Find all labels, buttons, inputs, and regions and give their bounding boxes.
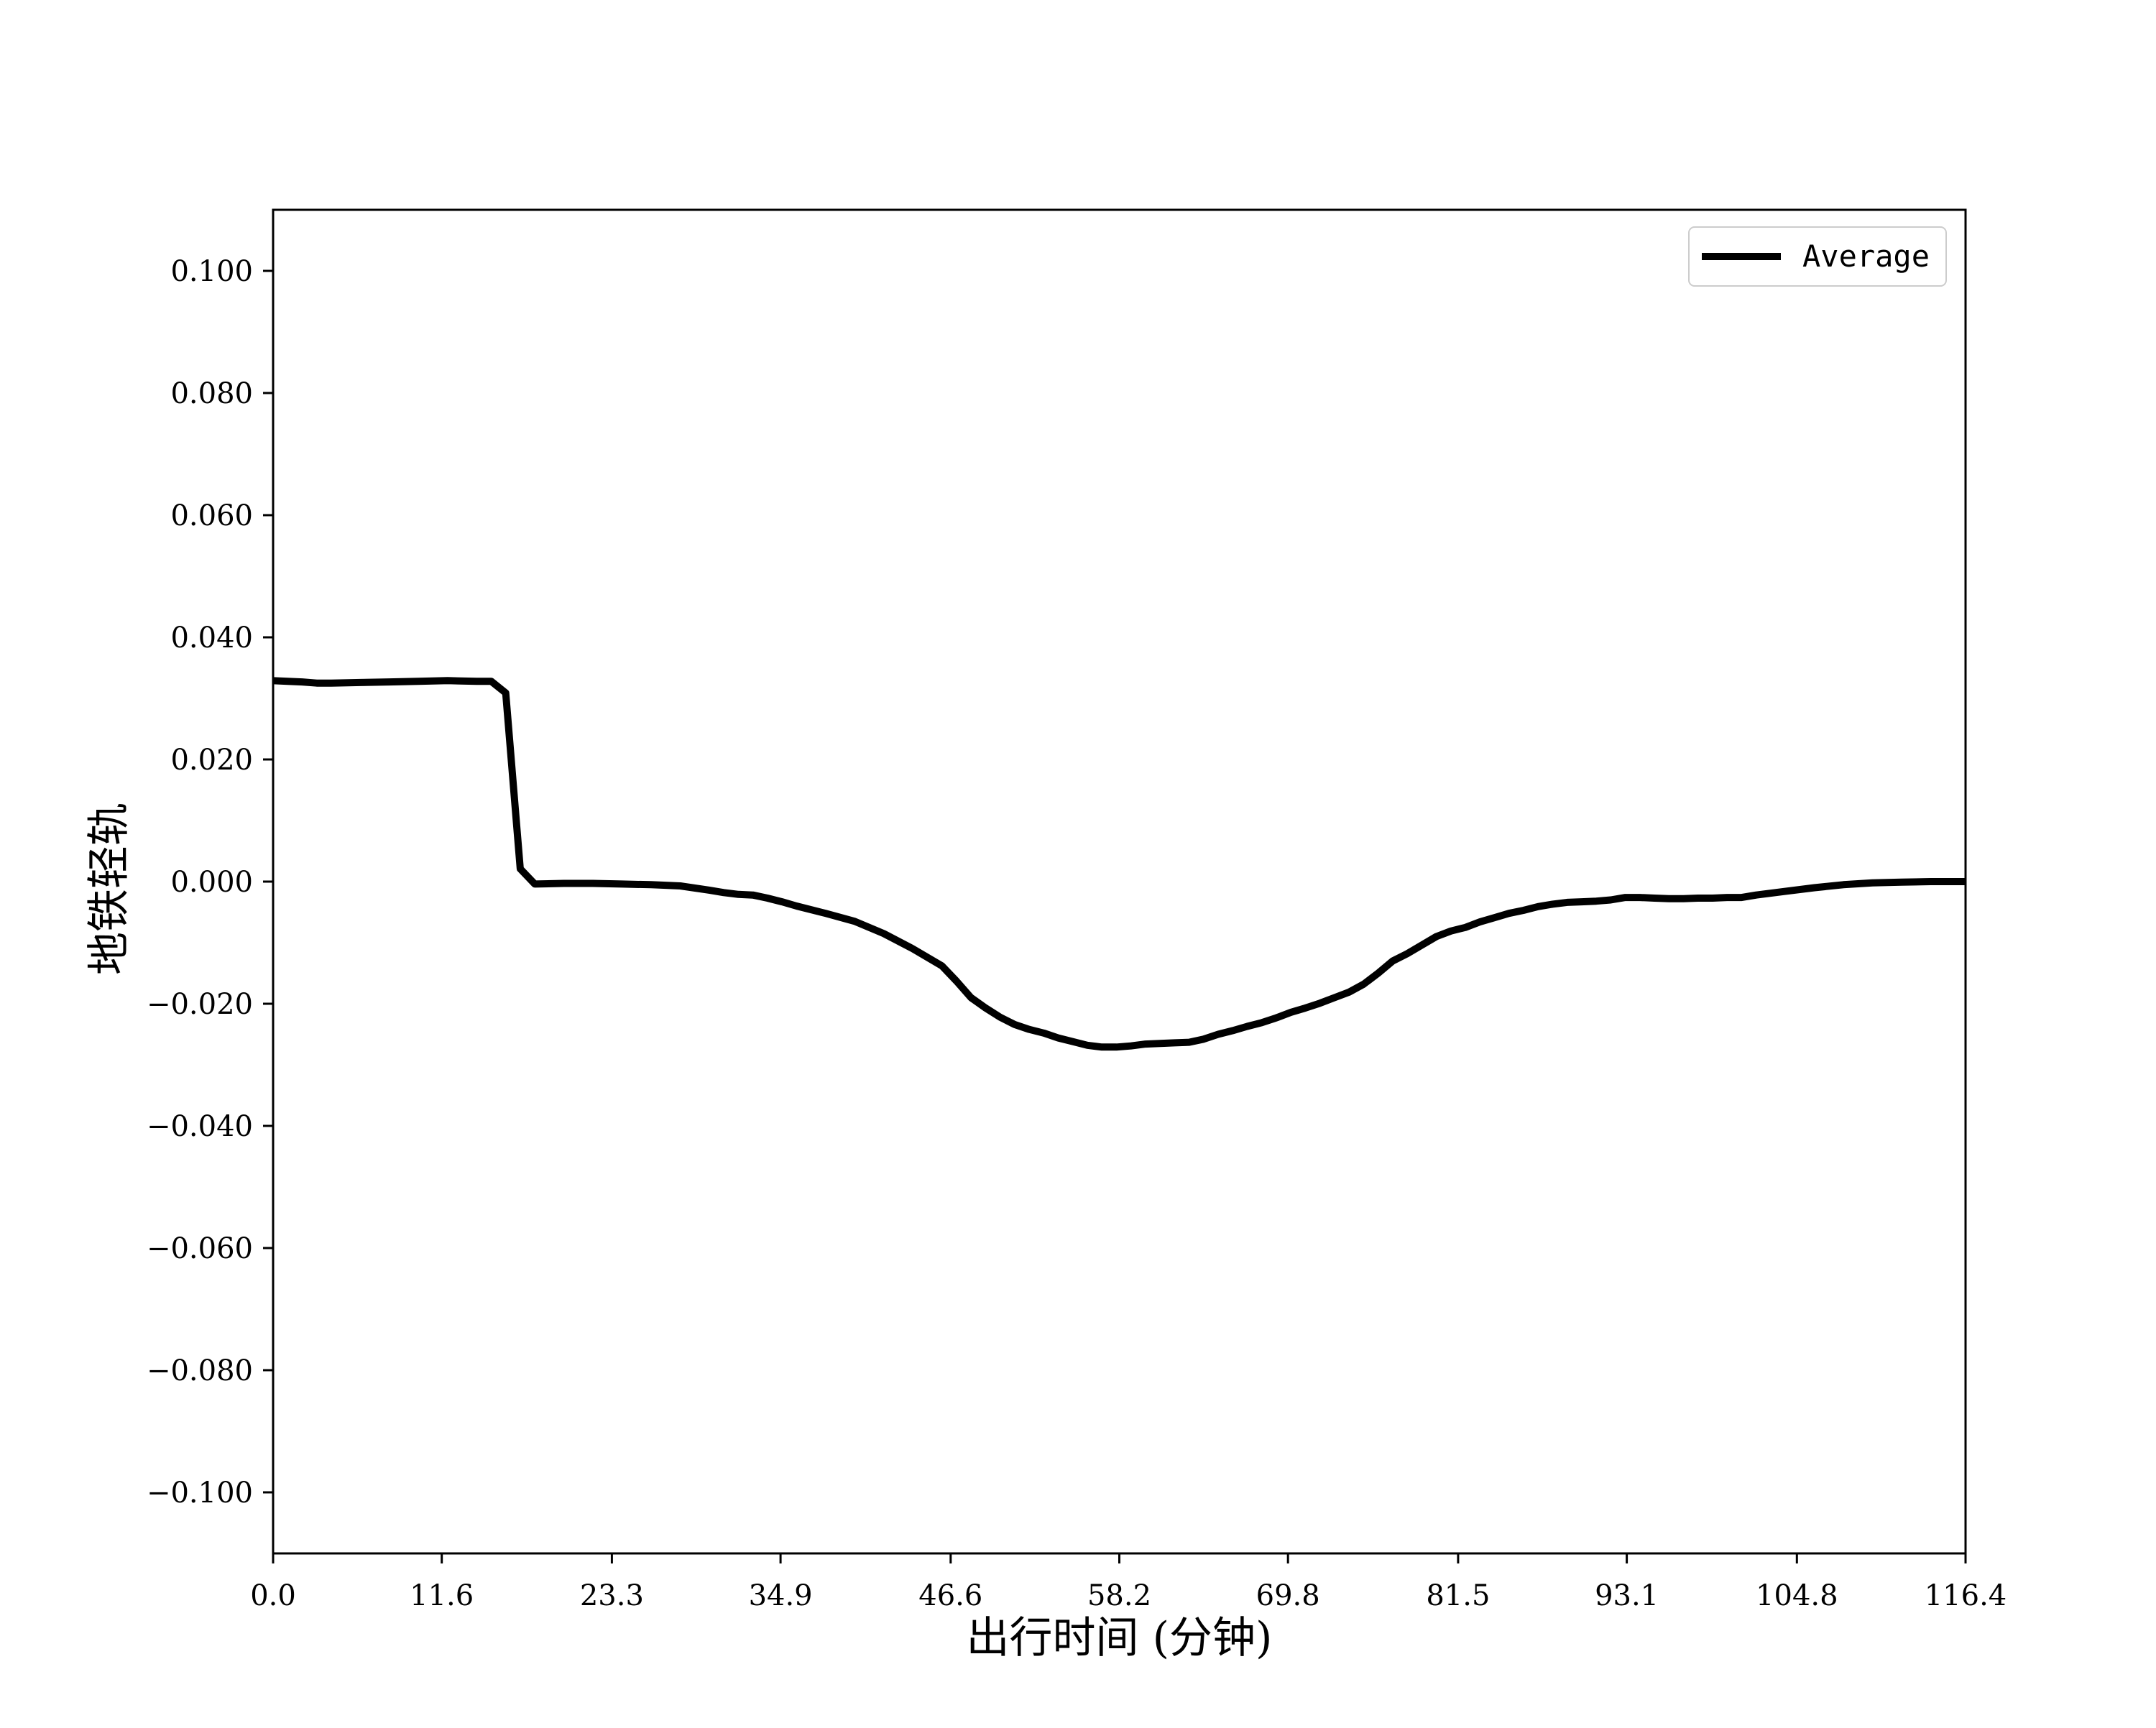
- legend-label: Average: [1802, 239, 1930, 274]
- x-tick-label: 116.4: [1925, 1579, 2007, 1612]
- y-tick-label: −0.100: [147, 1477, 253, 1510]
- y-tick-label: 0.040: [170, 622, 253, 655]
- y-tick-label: −0.060: [147, 1232, 253, 1265]
- series-line-0: [272, 677, 1966, 1051]
- legend-box: [1688, 226, 1947, 287]
- y-tick-label: 0.000: [170, 866, 253, 899]
- x-tick-label: 34.9: [749, 1579, 813, 1612]
- legend: Average: [1688, 226, 1947, 287]
- y-tick-label: −0.020: [147, 988, 253, 1021]
- y-tick-label: −0.080: [147, 1354, 253, 1387]
- x-tick-label: 104.8: [1756, 1579, 1838, 1612]
- x-tick-label: 81.5: [1426, 1579, 1490, 1612]
- y-tick-label: 0.100: [170, 255, 253, 288]
- x-tick-label: 0.0: [250, 1579, 296, 1612]
- axis-ticks: 0.0 11.6 23.3 34.9 46.6 58.2 69.8 81.5 93.1 104.8…: [147, 255, 2007, 1612]
- x-axis-title: 出行时间 (分钟): [967, 1613, 1273, 1663]
- x-tick-label: 11.6: [410, 1579, 474, 1612]
- x-tick-label: 58.2: [1087, 1579, 1151, 1612]
- x-tick-label: 46.6: [918, 1579, 982, 1612]
- x-tick-label: 93.1: [1595, 1579, 1659, 1612]
- x-tick-label: 69.8: [1256, 1579, 1320, 1612]
- y-tick-label: 0.020: [170, 744, 253, 777]
- y-tick-label: −0.040: [147, 1110, 253, 1143]
- x-tick-label: 23.3: [580, 1579, 644, 1612]
- y-tick-label: 0.060: [170, 499, 253, 532]
- y-axis-title: 地铁轻轨: [84, 803, 134, 975]
- y-tick-label: 0.080: [170, 377, 253, 410]
